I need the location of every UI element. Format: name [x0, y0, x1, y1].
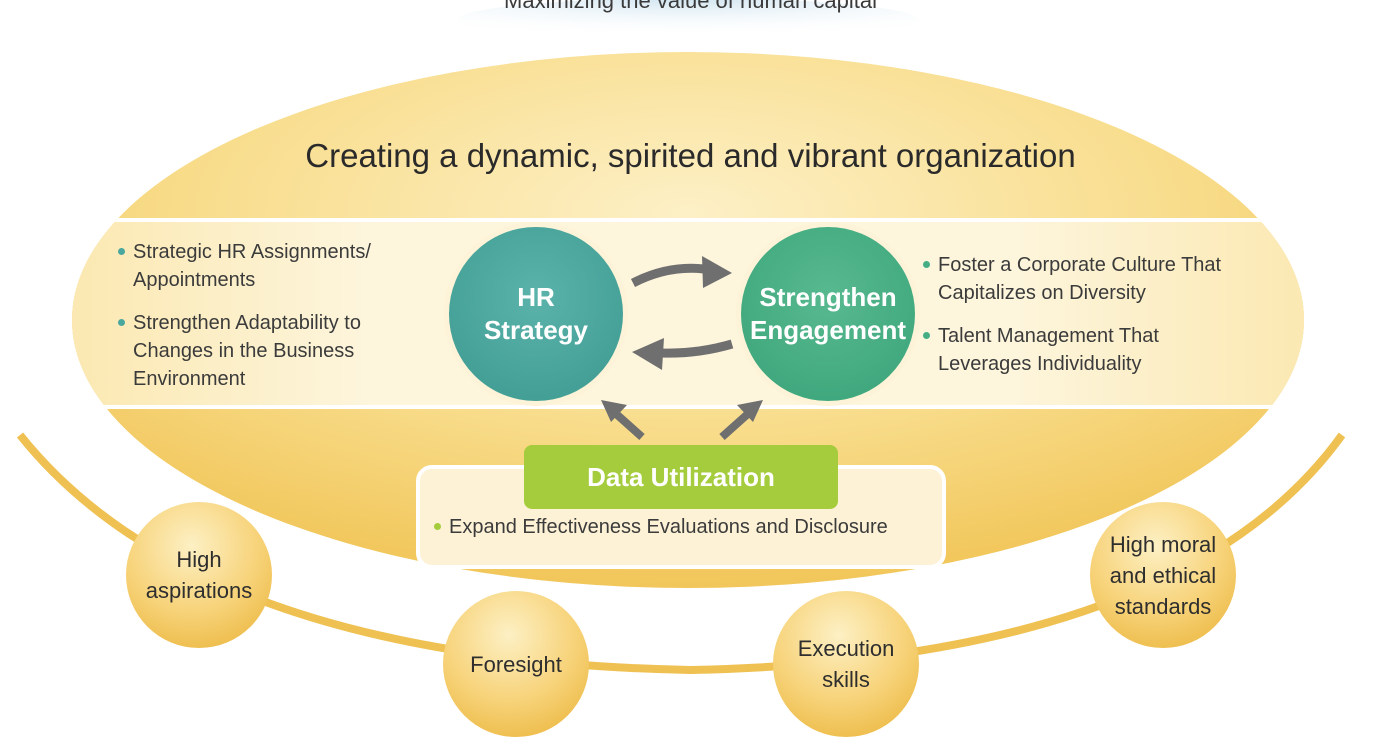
data-utilization-header: Data Utilization: [524, 445, 838, 509]
top-title: Maximizing the value of human capital: [504, 0, 877, 13]
engagement-circle: [741, 227, 915, 401]
trait-execution-skills: Execution skills: [797, 636, 895, 692]
arrow-to-engagement-head: [702, 256, 732, 288]
data-arrow-left-head: [601, 400, 627, 422]
data-arrow-right: [719, 409, 753, 440]
arrow-to-engagement: [630, 263, 705, 288]
engagement-bullets: Foster a Corporate Culture That Capitali…: [921, 251, 1241, 393]
hr-bullet-2: Strengthen Adaptability to Changes in th…: [116, 309, 436, 393]
engagement-label: Strengthen Engagement: [749, 282, 907, 345]
arrow-to-hr: [661, 339, 734, 358]
trait-sphere-foresight: [443, 591, 589, 737]
engagement-bullet-1: Foster a Corporate Culture That Capitali…: [921, 251, 1241, 307]
central-band: [72, 218, 1304, 409]
trait-sphere-ethics: [1090, 502, 1236, 648]
trait-foresight: Foresight: [470, 651, 562, 677]
data-bullet-1: Expand Effectiveness Evaluations and Dis…: [432, 513, 942, 541]
title-glow: [458, 0, 918, 42]
hr-strategy-label: HR Strategy: [483, 282, 589, 345]
trait-sphere-execution: [773, 591, 919, 737]
hr-strategy-circle: [449, 227, 623, 401]
arrow-to-hr-head: [632, 338, 664, 370]
engagement-bullet-2: Talent Management That Leverages Individ…: [921, 322, 1241, 378]
data-arrows: [601, 400, 763, 440]
hr-strategy-bullets: Strategic HR Assignments/ Appointments S…: [116, 238, 436, 408]
trait-high-aspirations: High aspirations: [145, 547, 253, 603]
hr-bullet-1: Strategic HR Assignments/ Appointments: [116, 238, 436, 294]
trait-sphere-aspirations: [126, 502, 272, 648]
trait-high-moral-standards: High moral and ethical standards: [1109, 531, 1217, 619]
data-utilization-bullets: Expand Effectiveness Evaluations and Dis…: [432, 513, 942, 556]
cycle-arrows: [630, 256, 734, 370]
main-title: Creating a dynamic, spirited and vibrant…: [305, 137, 1076, 174]
data-arrow-right-head: [737, 400, 763, 422]
data-arrow-left: [611, 409, 645, 440]
